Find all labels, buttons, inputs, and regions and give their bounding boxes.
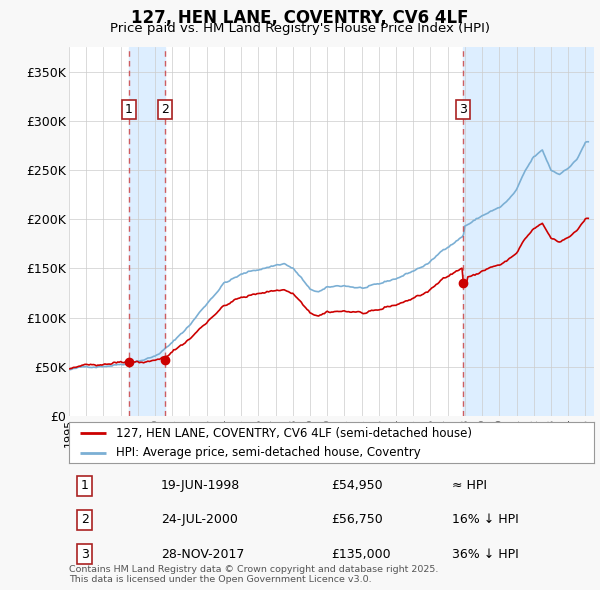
Text: 16% ↓ HPI: 16% ↓ HPI — [452, 513, 519, 526]
Text: Contains HM Land Registry data © Crown copyright and database right 2025.
This d: Contains HM Land Registry data © Crown c… — [69, 565, 439, 584]
Text: 36% ↓ HPI: 36% ↓ HPI — [452, 548, 519, 560]
Text: 3: 3 — [460, 103, 467, 116]
Text: Price paid vs. HM Land Registry's House Price Index (HPI): Price paid vs. HM Land Registry's House … — [110, 22, 490, 35]
Text: 1: 1 — [125, 103, 133, 116]
Bar — [128, 47, 164, 416]
Text: 3: 3 — [81, 548, 89, 560]
Text: £54,950: £54,950 — [331, 479, 383, 492]
Text: 127, HEN LANE, COVENTRY, CV6 4LF (semi-detached house): 127, HEN LANE, COVENTRY, CV6 4LF (semi-d… — [116, 427, 472, 440]
Text: 2: 2 — [81, 513, 89, 526]
Text: £56,750: £56,750 — [331, 513, 383, 526]
Text: 28-NOV-2017: 28-NOV-2017 — [161, 548, 244, 560]
Text: HPI: Average price, semi-detached house, Coventry: HPI: Average price, semi-detached house,… — [116, 446, 421, 460]
Text: 24-JUL-2000: 24-JUL-2000 — [161, 513, 238, 526]
Text: 127, HEN LANE, COVENTRY, CV6 4LF: 127, HEN LANE, COVENTRY, CV6 4LF — [131, 9, 469, 27]
Bar — [463, 47, 594, 416]
Text: 19-JUN-1998: 19-JUN-1998 — [161, 479, 240, 492]
Text: 1: 1 — [81, 479, 89, 492]
Text: 2: 2 — [161, 103, 169, 116]
Text: £135,000: £135,000 — [331, 548, 391, 560]
Text: ≈ HPI: ≈ HPI — [452, 479, 487, 492]
